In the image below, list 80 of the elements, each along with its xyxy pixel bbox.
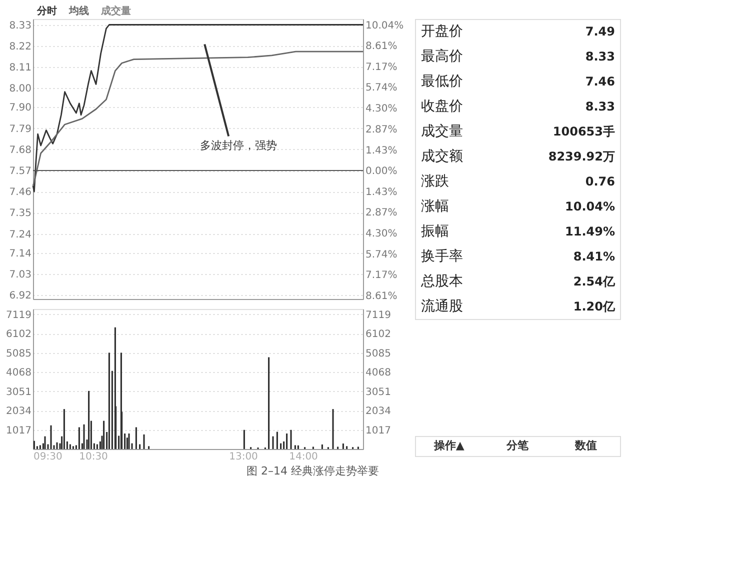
text: 数值 [574, 439, 597, 452]
annotation: 多波封停，强势 [200, 139, 278, 152]
category-label: 换手率 [421, 248, 463, 264]
text: 8.33 [585, 50, 615, 64]
y2-tick-label: 2.87% [366, 124, 398, 136]
category-label: 流通股 [421, 298, 463, 314]
y2-tick-label: 3051 [366, 386, 391, 398]
y-tick-label: 8.00 [9, 84, 32, 95]
text: 10.04% [565, 200, 615, 214]
y2-tick-label: 2.87% [366, 208, 398, 219]
y-tick-label: 7.35 [9, 208, 32, 220]
y2-tick-label: 5.74% [366, 82, 398, 94]
y2-tick-label: 10.04% [366, 20, 404, 32]
y-tick-label: 5085 [6, 348, 32, 360]
y2-tick-label: 5085 [366, 348, 391, 360]
y2-tick-label: 7.17% [366, 62, 398, 73]
y-tick-label: 8.22 [9, 41, 32, 52]
y2-tick-label: 7.17% [366, 270, 398, 282]
y2-tick-label: 7119 [366, 310, 391, 321]
line-series [32, 50, 364, 187]
text: 8.41% [573, 250, 615, 264]
y2-tick-label: 6102 [366, 329, 391, 340]
y2-tick-label: 1.43% [366, 186, 398, 198]
text: 分时 [36, 5, 57, 17]
category-label: 开盘价 [421, 24, 463, 40]
text: 8239.92万 [548, 150, 615, 164]
y-tick-label: 7.57 [9, 166, 32, 178]
y-tick-label: 6.92 [9, 290, 32, 302]
y-tick-label: 1017 [6, 425, 32, 436]
y-tick-label: 6102 [6, 329, 32, 340]
text: 7.49 [585, 24, 615, 38]
text: 操作▲ [432, 439, 465, 452]
y-tick-label: 4068 [6, 368, 32, 379]
y2-tick-label: 1017 [366, 425, 391, 436]
x-tick-label: 14:00 [289, 452, 318, 462]
x-tick-label: 10:30 [79, 452, 108, 462]
text: 7.46 [585, 74, 615, 88]
category-label: 成交量 [421, 124, 463, 140]
text: 0.76 [585, 174, 615, 188]
y-tick-label: 7.24 [9, 229, 32, 240]
category-label: 最高价 [421, 48, 463, 64]
y2-tick-label: 5.74% [366, 249, 398, 260]
text: 均线 [68, 5, 89, 17]
category-label: 涨跌 [421, 174, 449, 190]
text: 分笔 [506, 439, 530, 452]
y2-tick-label: 0.00% [366, 166, 398, 178]
y2-tick-label: 4068 [366, 368, 391, 379]
y-tick-label: 2034 [6, 406, 32, 418]
text: 8.33 [585, 100, 615, 114]
y2-tick-label: 4.30% [366, 228, 398, 240]
text: 2.54亿 [573, 274, 615, 288]
y-tick-label: 7119 [6, 310, 32, 321]
caption: 图 2–14 经典涨停走势举要 [246, 464, 380, 478]
y2-tick-label: 8.61% [366, 41, 398, 52]
line-series [32, 24, 364, 192]
category-label: 总股本 [420, 274, 463, 290]
category-label: 收盘价 [421, 98, 463, 114]
category-label: 最低价 [421, 74, 463, 90]
x-tick-label: 13:00 [229, 452, 258, 462]
y-tick-label: 7.68 [9, 144, 32, 156]
y-tick-label: 8.11 [9, 62, 32, 74]
y-tick-label: 7.03 [9, 270, 32, 281]
text: 1.20亿 [573, 300, 615, 314]
y-tick-label: 7.90 [9, 102, 32, 114]
text: 100653手 [552, 124, 615, 138]
text: 成交量 [100, 5, 131, 17]
category-label: 涨幅 [421, 198, 449, 214]
y2-tick-label: 4.30% [366, 104, 398, 115]
x-tick-label: 09:30 [34, 452, 62, 462]
y-tick-label: 3051 [6, 386, 32, 398]
y2-tick-label: 1.43% [366, 145, 398, 156]
y-tick-label: 7.46 [9, 187, 32, 198]
y2-tick-label: 8.61% [366, 291, 398, 302]
y-tick-label: 8.33 [9, 20, 32, 32]
category-label: 成交额 [421, 148, 463, 164]
y-tick-label: 7.79 [9, 124, 32, 135]
category-label: 振幅 [421, 224, 449, 240]
y-tick-label: 7.14 [9, 248, 32, 260]
text: 11.49% [565, 224, 615, 238]
y2-tick-label: 2034 [366, 406, 391, 418]
